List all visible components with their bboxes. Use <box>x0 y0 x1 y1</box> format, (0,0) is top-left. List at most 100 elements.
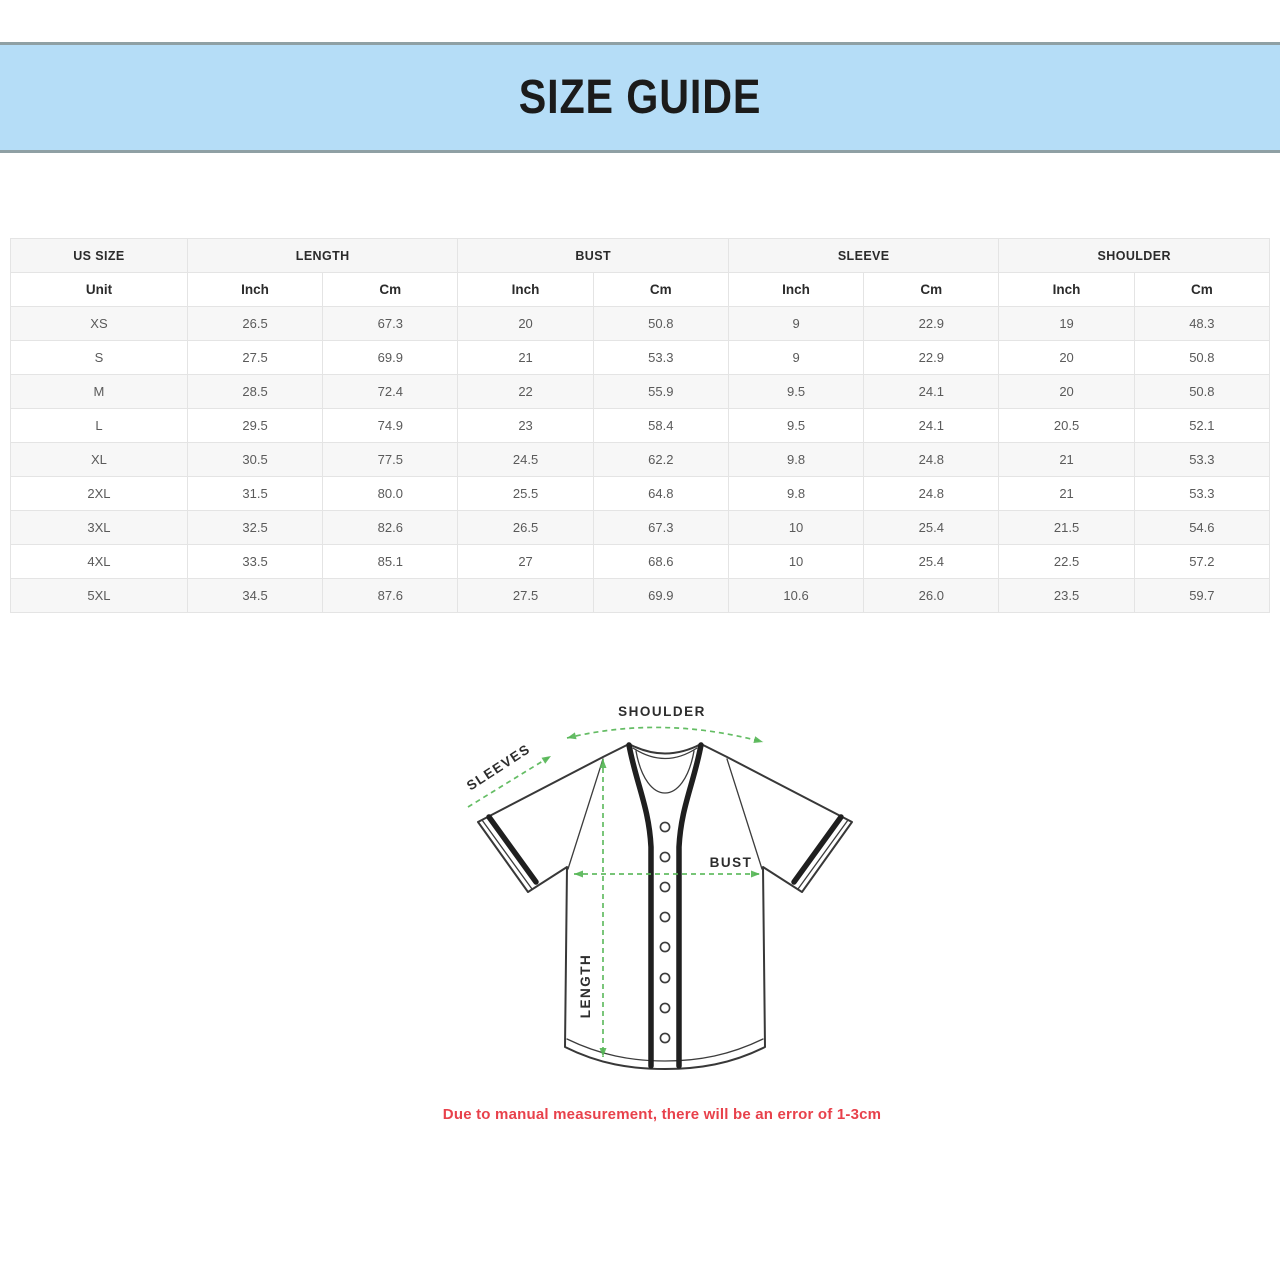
jersey-placket <box>486 742 844 1069</box>
value-cell: 21 <box>457 340 594 375</box>
jersey-diagram: SHOULDER SLEEVES BUST LENGTH <box>464 704 853 1070</box>
value-cell: 9.5 <box>727 374 865 409</box>
table-row: 5XL 34.5 87.6 27.5 69.9 10.6 26.0 23.5 59.7 <box>10 578 1271 613</box>
unit-header-cell: Inch <box>457 272 594 307</box>
value-cell: 87.6 <box>322 578 459 613</box>
unit-header-cell: Cm <box>863 272 1000 307</box>
sleeves-arrow <box>467 755 552 808</box>
value-cell: 50.8 <box>1133 340 1271 375</box>
table-row: 3XL 32.5 82.6 26.5 67.3 10 25.4 21.5 54.6 <box>10 510 1271 545</box>
value-cell: 24.1 <box>863 408 1000 443</box>
value-cell: 57.2 <box>1133 544 1271 579</box>
value-cell: 74.9 <box>322 408 459 443</box>
value-cell: 69.9 <box>592 578 729 613</box>
sleeves-label: SLEEVES <box>464 741 533 793</box>
bust-label: BUST <box>710 855 753 870</box>
size-cell: 3XL <box>10 510 188 545</box>
size-table-head: US SIZE LENGTH BUST SLEEVE SHOULDER Unit Inch C… <box>10 238 1271 307</box>
group-header-length: LENGTH <box>186 238 459 273</box>
value-cell: 24.5 <box>457 442 594 477</box>
value-cell: 55.9 <box>592 374 729 409</box>
value-cell: 21 <box>998 442 1135 477</box>
value-cell: 58.4 <box>592 408 729 443</box>
value-cell: 24.8 <box>863 476 1000 511</box>
value-cell: 85.1 <box>322 544 459 579</box>
table-row: XS 26.5 67.3 20 50.8 9 22.9 19 48.3 <box>10 306 1271 341</box>
value-cell: 22.9 <box>863 340 1000 375</box>
value-cell: 22.9 <box>863 306 1000 341</box>
value-cell: 30.5 <box>186 442 324 477</box>
table-row: L 29.5 74.9 23 58.4 9.5 24.1 20.5 52.1 <box>10 408 1271 443</box>
size-cell: L <box>10 408 188 443</box>
jersey-buttons <box>659 821 671 1044</box>
value-cell: 20.5 <box>998 408 1135 443</box>
value-cell: 9.8 <box>727 442 865 477</box>
group-header-sleeve: SLEEVE <box>727 238 1000 273</box>
size-cell: XS <box>10 306 188 341</box>
table-row: XL 30.5 77.5 24.5 62.2 9.8 24.8 21 53.3 <box>10 442 1271 477</box>
unit-header-cell: Cm <box>592 272 729 307</box>
jersey-outline <box>477 743 853 1070</box>
value-cell: 59.7 <box>1133 578 1271 613</box>
value-cell: 69.9 <box>322 340 459 375</box>
value-cell: 10.6 <box>727 578 865 613</box>
value-cell: 77.5 <box>322 442 459 477</box>
value-cell: 27 <box>457 544 594 579</box>
value-cell: 53.3 <box>592 340 729 375</box>
length-label: LENGTH <box>578 954 593 1019</box>
value-cell: 53.3 <box>1133 442 1271 477</box>
value-cell: 32.5 <box>186 510 324 545</box>
measurement-note: Due to manual measurement, there will be… <box>44 1106 1280 1124</box>
arrowheads <box>541 732 763 1057</box>
value-cell: 50.8 <box>592 306 729 341</box>
value-cell: 27.5 <box>186 340 324 375</box>
shoulder-arrow <box>566 726 764 743</box>
value-cell: 22.5 <box>998 544 1135 579</box>
group-header-row: US SIZE LENGTH BUST SLEEVE SHOULDER <box>10 238 1270 273</box>
size-cell: 4XL <box>10 544 188 579</box>
value-cell: 9.8 <box>727 476 865 511</box>
value-cell: 9 <box>727 306 865 341</box>
table-row: S 27.5 69.9 21 53.3 9 22.9 20 50.8 <box>10 340 1271 375</box>
value-cell: 34.5 <box>186 578 324 613</box>
value-cell: 21 <box>998 476 1135 511</box>
value-cell: 28.5 <box>186 374 324 409</box>
value-cell: 26.5 <box>457 510 594 545</box>
unit-header-cell: Cm <box>322 272 459 307</box>
size-table: US SIZE LENGTH BUST SLEEVE SHOULDER Unit Inch C… <box>10 238 1271 613</box>
value-cell: 23 <box>457 408 594 443</box>
value-cell: 9.5 <box>727 408 865 443</box>
value-cell: 25.4 <box>863 544 1000 579</box>
group-header-us-size: US SIZE <box>10 238 188 273</box>
table-row: M 28.5 72.4 22 55.9 9.5 24.1 20 50.8 <box>10 374 1271 409</box>
unit-header-cell: Inch <box>186 272 324 307</box>
unit-header-cell: Inch <box>727 272 865 307</box>
jersey-seams <box>481 747 849 1062</box>
value-cell: 48.3 <box>1133 306 1271 341</box>
value-cell: 10 <box>727 544 865 579</box>
value-cell: 19 <box>998 306 1135 341</box>
value-cell: 26.0 <box>863 578 1000 613</box>
size-cell: 2XL <box>10 476 188 511</box>
value-cell: 67.3 <box>322 306 459 341</box>
size-cell: 5XL <box>10 578 188 613</box>
value-cell: 27.5 <box>457 578 594 613</box>
value-cell: 20 <box>998 374 1135 409</box>
value-cell: 54.6 <box>1133 510 1271 545</box>
value-cell: 31.5 <box>186 476 324 511</box>
shoulder-label: SHOULDER <box>618 704 706 719</box>
measurement-note-text: Due to manual measurement, there will be… <box>442 1106 882 1123</box>
value-cell: 29.5 <box>186 408 324 443</box>
value-cell: 33.5 <box>186 544 324 579</box>
value-cell: 21.5 <box>998 510 1135 545</box>
value-cell: 24.8 <box>863 442 1000 477</box>
size-cell: XL <box>10 442 188 477</box>
group-header-bust: BUST <box>457 238 729 273</box>
unit-header-cell: Cm <box>1133 272 1271 307</box>
table-row: 4XL 33.5 85.1 27 68.6 10 25.4 22.5 57.2 <box>10 544 1271 579</box>
value-cell: 82.6 <box>322 510 459 545</box>
size-cell: S <box>10 340 188 375</box>
value-cell: 25.5 <box>457 476 594 511</box>
group-header-shoulder: SHOULDER <box>998 238 1270 273</box>
value-cell: 20 <box>998 340 1135 375</box>
